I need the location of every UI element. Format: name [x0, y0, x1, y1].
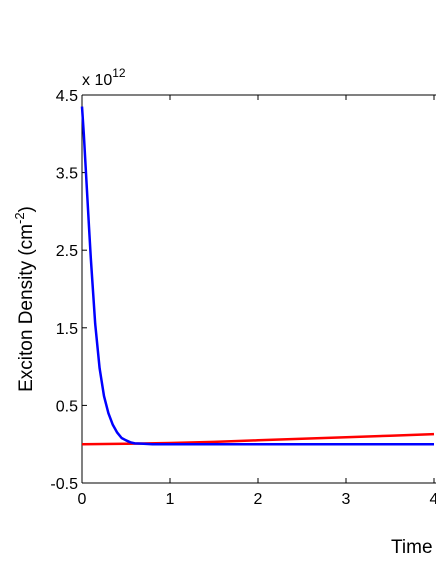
- y-tick-label: 1.5: [56, 321, 78, 338]
- y-tick-label: 2.5: [56, 243, 78, 260]
- plot-area: [81, 94, 436, 484]
- x-tick-label: 3: [342, 491, 351, 508]
- y-multiplier-base: x 10: [82, 72, 112, 89]
- y-tick-label: -0.5: [50, 476, 78, 493]
- y-axis-label-close: ): [16, 206, 37, 212]
- x-tick-label: 1: [166, 491, 175, 508]
- series-line-2: [80, 106, 434, 446]
- y-axis-label-main: Exciton Density (cm: [16, 224, 37, 392]
- y-multiplier-exponent: 12: [112, 66, 126, 80]
- y-axis-label: Exciton Density (cm-2): [12, 206, 37, 392]
- x-tick-label: 4: [430, 491, 436, 508]
- x-tick-label: 0: [78, 491, 87, 508]
- y-tick-label: 0.5: [56, 398, 78, 415]
- x-axis-ticks: 0 1 2 3 4: [78, 95, 436, 508]
- x-axis-label: Time: [391, 537, 433, 558]
- y-axis-ticks: -0.5 0.5 1.5 2.5 3.5 4.5: [50, 88, 87, 493]
- x-tick-label: 2: [254, 491, 263, 508]
- y-tick-label: 3.5: [56, 166, 78, 183]
- y-tick-label: 4.5: [56, 88, 78, 105]
- series-lines: [80, 106, 435, 446]
- y-axis-multiplier: x 1012: [82, 66, 126, 89]
- y-axis-label-superscript: -2: [12, 212, 27, 224]
